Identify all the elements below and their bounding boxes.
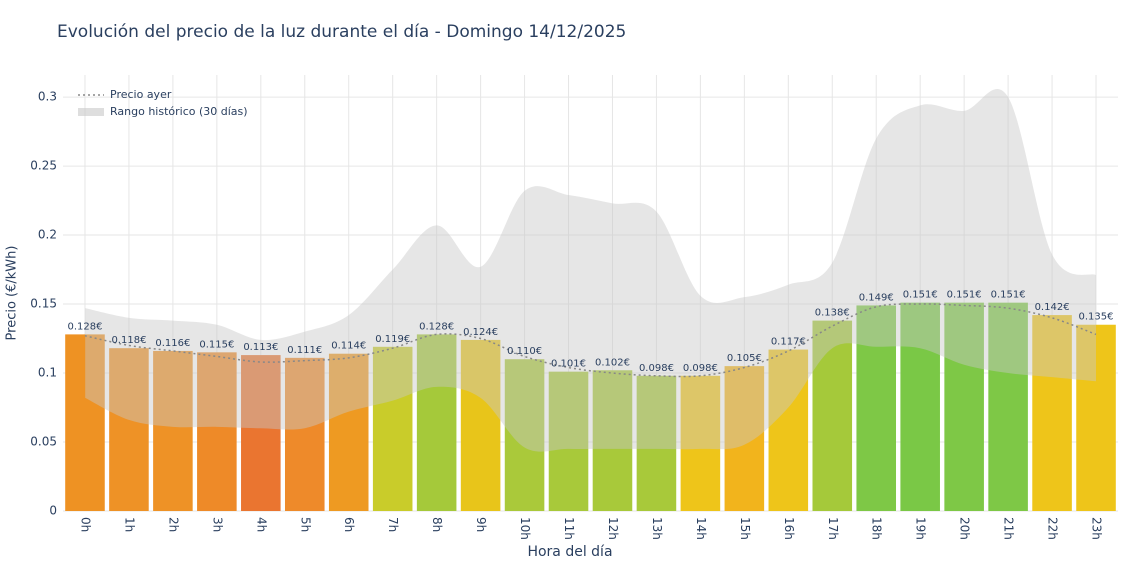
y-tick-label: 0.15	[30, 297, 57, 311]
value-label: 0.128€	[419, 321, 454, 332]
value-label: 0.110€	[507, 346, 542, 357]
value-label: 0.101€	[551, 359, 586, 370]
x-tick-label: 10h	[518, 517, 532, 540]
value-label: 0.098€	[639, 363, 674, 374]
bar	[944, 302, 984, 511]
value-label: 0.116€	[155, 338, 190, 349]
x-tick-label: 16h	[782, 517, 796, 540]
bar	[812, 320, 853, 511]
bar	[65, 334, 105, 511]
value-label: 0.149€	[859, 292, 894, 303]
overlay	[84, 88, 1097, 452]
x-tick-label: 22h	[1046, 517, 1060, 540]
x-tick-label: 1h	[122, 517, 136, 532]
legend-swatch	[78, 108, 104, 116]
bar	[680, 375, 721, 511]
bar	[504, 359, 545, 511]
value-label: 0.113€	[243, 342, 278, 353]
bar	[197, 352, 237, 511]
bar	[241, 355, 281, 511]
bar	[284, 357, 325, 511]
value-label: 0.142€	[1035, 302, 1070, 313]
historic-range	[85, 88, 1097, 452]
y-axis-label: Precio (€/kWh)	[5, 246, 20, 341]
x-tick-label: 9h	[474, 517, 488, 532]
x-tick-label: 14h	[694, 517, 708, 540]
x-tick-label: 15h	[738, 517, 752, 540]
bar	[548, 371, 589, 511]
bar	[724, 366, 765, 511]
value-label: 0.138€	[815, 308, 850, 319]
legend-label: Rango histórico (30 días)	[110, 105, 248, 118]
value-label: 0.151€	[947, 290, 982, 301]
value-label: 0.118€	[111, 335, 146, 346]
x-tick-label: 21h	[1002, 517, 1016, 540]
value-label: 0.105€	[727, 353, 762, 364]
bar	[856, 305, 897, 511]
bar	[988, 302, 1028, 511]
bar	[636, 375, 677, 511]
bar	[328, 353, 369, 511]
bar	[153, 350, 193, 511]
x-tick-label: 7h	[386, 517, 400, 532]
x-tick-label: 13h	[650, 517, 664, 540]
yesterday-line	[84, 303, 1097, 378]
value-label: 0.151€	[991, 290, 1026, 301]
x-tick-label: 6h	[342, 517, 356, 532]
bars	[65, 302, 1116, 511]
bar	[900, 302, 940, 511]
bar	[768, 349, 809, 511]
x-tick-label: 5h	[298, 517, 312, 532]
value-label: 0.115€	[199, 339, 234, 350]
value-label: 0.119€	[375, 334, 410, 345]
bar	[109, 348, 149, 511]
x-tick-label: 3h	[210, 517, 224, 532]
labels: 0 0.05 0.1 0.15 0.2 0.25 0.3 0h 0.128€ 1h 0.118€ 2h…	[30, 88, 1113, 540]
y-tick-label: 0.3	[38, 90, 57, 104]
y-tick-label: 0.25	[30, 159, 57, 173]
chart-title: Evolución del precio de la luz durante e…	[57, 22, 626, 42]
x-tick-label: 8h	[430, 517, 444, 532]
value-label: 0.117€	[771, 337, 806, 348]
x-tick-label: 20h	[958, 517, 972, 540]
value-label: 0.124€	[463, 327, 498, 338]
x-tick-label: 19h	[914, 517, 928, 540]
value-label: 0.135€	[1079, 312, 1114, 323]
bar	[1076, 324, 1116, 511]
value-label: 0.111€	[287, 345, 322, 356]
x-tick-label: 11h	[562, 517, 576, 540]
legend-label: Precio ayer	[110, 88, 172, 101]
y-tick-label: 0.1	[38, 366, 57, 380]
x-tick-label: 18h	[870, 517, 884, 540]
y-tick-label: 0.05	[30, 435, 57, 449]
bar	[460, 339, 501, 511]
x-tick-label: 12h	[606, 517, 620, 540]
value-label: 0.128€	[67, 321, 102, 332]
value-label: 0.102€	[595, 357, 630, 368]
x-tick-label: 0h	[78, 517, 92, 532]
x-axis-label: Hora del día	[527, 544, 612, 560]
value-label: 0.098€	[683, 363, 718, 374]
y-tick-label: 0.2	[38, 228, 57, 242]
bar	[1032, 315, 1072, 511]
value-label: 0.114€	[331, 341, 366, 352]
value-label: 0.151€	[903, 290, 938, 301]
x-tick-label: 4h	[254, 517, 268, 532]
bar	[372, 346, 413, 511]
bar	[416, 334, 457, 511]
y-tick-label: 0	[49, 504, 57, 518]
x-tick-label: 23h	[1090, 517, 1104, 540]
x-tick-label: 2h	[166, 517, 180, 532]
bar	[592, 370, 633, 511]
x-tick-label: 17h	[826, 517, 840, 540]
